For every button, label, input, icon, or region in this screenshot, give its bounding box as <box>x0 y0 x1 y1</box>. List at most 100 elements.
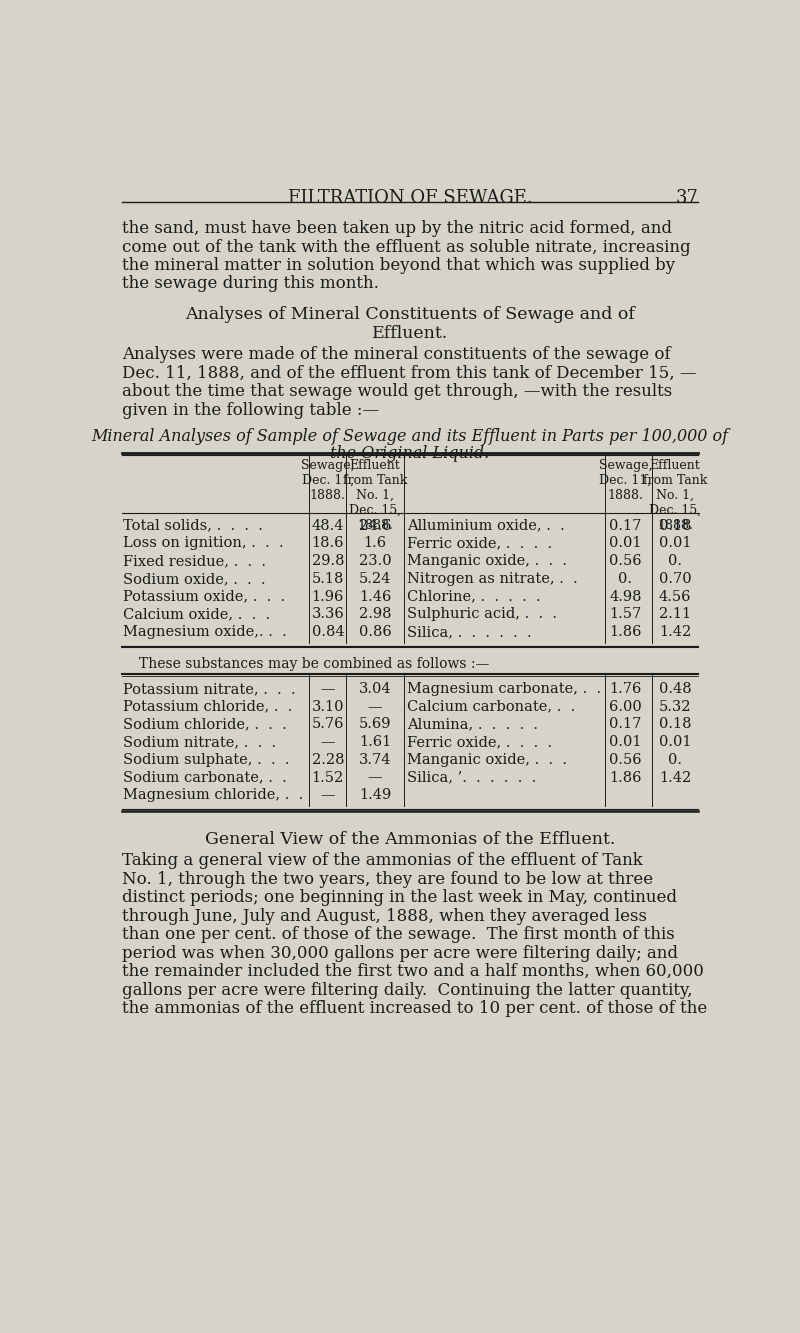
Text: 0.17: 0.17 <box>610 717 642 732</box>
Text: 0.70: 0.70 <box>658 572 691 587</box>
Text: Sodium carbonate, .  .: Sodium carbonate, . . <box>123 770 287 785</box>
Text: Sodium nitrate, .  .  .: Sodium nitrate, . . . <box>123 736 276 749</box>
Text: 2.11: 2.11 <box>659 608 691 621</box>
Text: —: — <box>368 770 382 785</box>
Text: 1.42: 1.42 <box>659 625 691 639</box>
Text: 5.32: 5.32 <box>659 700 691 713</box>
Text: 1.57: 1.57 <box>610 608 642 621</box>
Text: Manganic oxide, .  .  .: Manganic oxide, . . . <box>407 753 567 766</box>
Text: —: — <box>321 682 335 696</box>
Text: 3.04: 3.04 <box>359 682 391 696</box>
Text: General View of the Ammonias of the Effluent.: General View of the Ammonias of the Effl… <box>205 830 615 848</box>
Text: distinct periods; one beginning in the last week in May, continued: distinct periods; one beginning in the l… <box>122 889 677 906</box>
Text: the ammonias of the effluent increased to 10 per cent. of those of the: the ammonias of the effluent increased t… <box>122 1000 707 1017</box>
Text: the remainder included the first two and a half months, when 60,000: the remainder included the first two and… <box>122 962 703 980</box>
Text: —: — <box>321 736 335 749</box>
Text: Loss on ignition, .  .  .: Loss on ignition, . . . <box>123 536 284 551</box>
Text: 6.00: 6.00 <box>609 700 642 713</box>
Text: 2.28: 2.28 <box>312 753 344 766</box>
Text: 1.46: 1.46 <box>359 589 391 604</box>
Text: than one per cent. of those of the sewage.  The first month of this: than one per cent. of those of the sewag… <box>122 926 674 944</box>
Text: 1.86: 1.86 <box>610 625 642 639</box>
Text: 29.8: 29.8 <box>312 555 344 568</box>
Text: 1.52: 1.52 <box>312 770 344 785</box>
Text: 0.56: 0.56 <box>609 555 642 568</box>
Text: No. 1, through the two years, they are found to be low at three: No. 1, through the two years, they are f… <box>122 870 653 888</box>
Text: 23.0: 23.0 <box>359 555 391 568</box>
Text: period was when 30,000 gallons per acre were filtering daily; and: period was when 30,000 gallons per acre … <box>122 945 678 961</box>
Text: Calcium oxide, .  .  .: Calcium oxide, . . . <box>123 608 270 621</box>
Text: 5.76: 5.76 <box>312 717 344 732</box>
Text: 5.24: 5.24 <box>359 572 391 587</box>
Text: 1.76: 1.76 <box>610 682 642 696</box>
Text: 0.84: 0.84 <box>311 625 344 639</box>
Text: 0.18: 0.18 <box>659 717 691 732</box>
Text: 1.49: 1.49 <box>359 788 391 802</box>
Text: 24.6: 24.6 <box>359 519 391 533</box>
Text: Analyses were made of the mineral constituents of the sewage of: Analyses were made of the mineral consti… <box>122 347 670 364</box>
Text: 0.01: 0.01 <box>659 536 691 551</box>
Text: 0.01: 0.01 <box>659 736 691 749</box>
Text: given in the following table :—: given in the following table :— <box>122 401 379 419</box>
Text: 1.61: 1.61 <box>359 736 391 749</box>
Text: Effluent
from Tank
No. 1,
Dec. 15,
1888.: Effluent from Tank No. 1, Dec. 15, 1888. <box>343 459 407 532</box>
Text: —: — <box>321 788 335 802</box>
Text: Sulphuric acid, .  .  .: Sulphuric acid, . . . <box>407 608 557 621</box>
Text: Sodium sulphate, .  .  .: Sodium sulphate, . . . <box>123 753 290 766</box>
Text: Alumina, .  .  .  .  .: Alumina, . . . . . <box>407 717 538 732</box>
Text: 4.56: 4.56 <box>659 589 691 604</box>
Text: Potassium nitrate, .  .  .: Potassium nitrate, . . . <box>123 682 296 696</box>
Text: Manganic oxide, .  .  .: Manganic oxide, . . . <box>407 555 567 568</box>
Text: 0.: 0. <box>618 572 633 587</box>
Text: Ferric oxide, .  .  .  .: Ferric oxide, . . . . <box>407 536 552 551</box>
Text: 0.: 0. <box>668 753 682 766</box>
Text: Sodium chloride, .  .  .: Sodium chloride, . . . <box>123 717 287 732</box>
Text: 0.01: 0.01 <box>610 536 642 551</box>
Text: Potassium chloride, .  .: Potassium chloride, . . <box>123 700 293 713</box>
Text: Analyses of Mineral Constituents of Sewage and of: Analyses of Mineral Constituents of Sewa… <box>185 307 635 324</box>
Text: the mineral matter in solution beyond that which was supplied by: the mineral matter in solution beyond th… <box>122 257 675 275</box>
Text: 4.98: 4.98 <box>610 589 642 604</box>
Text: Sodium oxide, .  .  .: Sodium oxide, . . . <box>123 572 266 587</box>
Text: 1.86: 1.86 <box>610 770 642 785</box>
Text: Silica, .  .  .  .  .  .: Silica, . . . . . . <box>407 625 531 639</box>
Text: Sewage,
Dec. 11,
1888.: Sewage, Dec. 11, 1888. <box>301 459 354 501</box>
Text: —: — <box>368 700 382 713</box>
Text: 1.42: 1.42 <box>659 770 691 785</box>
Text: Fixed residue, .  .  .: Fixed residue, . . . <box>123 555 266 568</box>
Text: Mineral Analyses of Sample of Sewage and its Effluent in Parts per 100,000 of: Mineral Analyses of Sample of Sewage and… <box>91 428 729 445</box>
Text: Calcium carbonate, .  .: Calcium carbonate, . . <box>407 700 575 713</box>
Text: 48.4: 48.4 <box>312 519 344 533</box>
Text: 1.96: 1.96 <box>312 589 344 604</box>
Text: Effluent.: Effluent. <box>372 325 448 341</box>
Text: 3.36: 3.36 <box>311 608 344 621</box>
Text: 37: 37 <box>675 189 698 207</box>
Text: 3.74: 3.74 <box>359 753 391 766</box>
Text: the sand, must have been taken up by the nitric acid formed, and: the sand, must have been taken up by the… <box>122 220 672 237</box>
Text: Magnesium oxide,. .  .: Magnesium oxide,. . . <box>123 625 287 639</box>
Text: Ferric oxide, .  .  .  .: Ferric oxide, . . . . <box>407 736 552 749</box>
Text: 5.69: 5.69 <box>359 717 391 732</box>
Text: 0.01: 0.01 <box>610 736 642 749</box>
Text: 2.98: 2.98 <box>359 608 391 621</box>
Text: 0.48: 0.48 <box>658 682 691 696</box>
Text: FILTRATION OF SEWAGE.: FILTRATION OF SEWAGE. <box>288 189 532 207</box>
Text: Total solids, .  .  .  .: Total solids, . . . . <box>123 519 263 533</box>
Text: Chlorine, .  .  .  .  .: Chlorine, . . . . . <box>407 589 541 604</box>
Text: 1.6: 1.6 <box>363 536 386 551</box>
Text: Effluent
from Tank
No. 1,
Dec. 15,
1888.: Effluent from Tank No. 1, Dec. 15, 1888. <box>643 459 707 532</box>
Text: gallons per acre were filtering daily.  Continuing the latter quantity,: gallons per acre were filtering daily. C… <box>122 981 692 998</box>
Text: 0.17: 0.17 <box>610 519 642 533</box>
Text: the Original Liquid.: the Original Liquid. <box>330 445 490 461</box>
Text: Silica, ’.  .  .  .  .  .: Silica, ’. . . . . . <box>407 770 536 785</box>
Text: Taking a general view of the ammonias of the effluent of Tank: Taking a general view of the ammonias of… <box>122 852 642 869</box>
Text: Nitrogen as nitrate, .  .: Nitrogen as nitrate, . . <box>407 572 578 587</box>
Text: Dec. 11, 1888, and of the effluent from this tank of December 15, —: Dec. 11, 1888, and of the effluent from … <box>122 365 696 381</box>
Text: about the time that sewage would get through, —with the results: about the time that sewage would get thr… <box>122 384 672 400</box>
Text: These substances may be combined as follows :—: These substances may be combined as foll… <box>138 657 489 670</box>
Text: 0.56: 0.56 <box>609 753 642 766</box>
Text: through June, July and August, 1888, when they averaged less: through June, July and August, 1888, whe… <box>122 908 646 925</box>
Text: Alluminium oxide, .  .: Alluminium oxide, . . <box>407 519 565 533</box>
Text: 0.18: 0.18 <box>659 519 691 533</box>
Text: 5.18: 5.18 <box>312 572 344 587</box>
